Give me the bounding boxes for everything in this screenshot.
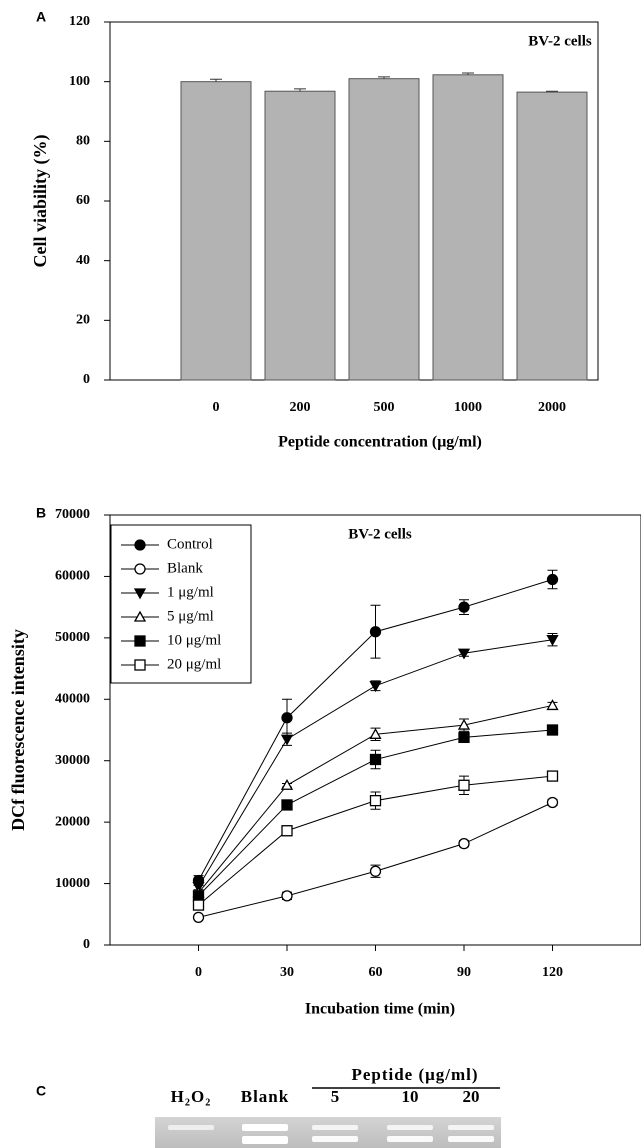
x-tick-label: 60 (369, 965, 383, 980)
legend-marker (135, 564, 145, 574)
marker (282, 800, 292, 810)
gel-band (448, 1136, 494, 1142)
y-tick-label: 100 (69, 74, 90, 89)
legend-label: 5 μg/ml (167, 608, 214, 624)
marker (371, 866, 381, 876)
marker (194, 912, 204, 922)
panel-label: C (36, 1083, 46, 1099)
legend-marker (135, 660, 145, 670)
y-tick-label: 60 (76, 193, 90, 208)
x-tick-label: 0 (213, 400, 220, 415)
x-tick-label: 1000 (454, 400, 482, 415)
y-tick-label: 80 (76, 134, 90, 149)
x-tick-label: 2000 (538, 400, 566, 415)
marker (548, 575, 558, 585)
gel-band (448, 1125, 494, 1130)
y-axis-label: Cell viability (%) (30, 135, 51, 268)
gel-lane-label: H₂O₂ (171, 1087, 212, 1106)
x-axis-label: Peptide concentration (μg/ml) (278, 434, 482, 451)
marker (548, 797, 558, 807)
y-tick-label: 20 (76, 313, 90, 328)
gel-band (168, 1125, 214, 1130)
y-tick-label: 20000 (55, 814, 90, 829)
bar (349, 79, 419, 380)
gel-band (242, 1136, 288, 1144)
marker (548, 771, 558, 781)
marker (548, 725, 558, 735)
chart-title: BV-2 cells (348, 526, 412, 542)
gel-lane-label: 10 (402, 1087, 419, 1106)
marker (371, 682, 381, 691)
marker (282, 780, 292, 789)
gel-group-label: Peptide (μg/ml) (351, 1065, 478, 1084)
legend-label: Blank (167, 560, 203, 576)
gel-band (242, 1124, 288, 1131)
legend-label: 20 μg/ml (167, 656, 221, 672)
marker (459, 649, 469, 658)
x-tick-label: 90 (457, 965, 471, 980)
marker (194, 891, 204, 901)
gel-band (387, 1125, 433, 1130)
marker (371, 627, 381, 637)
gel-lane-label: 20 (463, 1087, 480, 1106)
legend-label: 1 μg/ml (167, 584, 214, 600)
y-tick-label: 70000 (55, 507, 90, 522)
chart-title: BV-2 cells (528, 33, 592, 49)
bar (265, 91, 335, 380)
legend-label: Control (167, 536, 213, 552)
bar (433, 75, 503, 380)
gel-band (387, 1136, 433, 1142)
marker (459, 602, 469, 612)
y-tick-label: 30000 (55, 753, 90, 768)
y-tick-label: 0 (83, 372, 90, 387)
marker (282, 713, 292, 723)
panel-label: A (36, 9, 46, 25)
gel-image (155, 1117, 501, 1148)
marker (194, 900, 204, 910)
y-tick-label: 40000 (55, 692, 90, 707)
x-tick-label: 0 (195, 965, 202, 980)
bar (517, 92, 587, 380)
marker (459, 839, 469, 849)
y-tick-label: 120 (69, 14, 90, 29)
x-tick-label: 500 (374, 400, 395, 415)
marker (371, 754, 381, 764)
gel-band (312, 1125, 358, 1130)
marker (548, 700, 558, 709)
marker (459, 732, 469, 742)
panel-label: B (36, 505, 46, 521)
marker (459, 780, 469, 790)
marker (282, 891, 292, 901)
figure: A B C Peptide (μg/ml) H₂O₂ Blank 5 10 20… (0, 0, 641, 1148)
x-axis-label: Incubation time (min) (305, 1001, 455, 1018)
legend-marker (135, 540, 145, 550)
marker (371, 796, 381, 806)
gel-lane-label: Blank (241, 1087, 289, 1106)
y-tick-label: 0 (83, 937, 90, 952)
y-axis-label: DCf fluorescence intensity (8, 629, 28, 831)
y-tick-label: 60000 (55, 569, 90, 584)
gel-lane-label: 5 (331, 1087, 340, 1106)
x-tick-label: 120 (542, 965, 563, 980)
marker (282, 826, 292, 836)
legend-label: 10 μg/ml (167, 632, 221, 648)
marker (282, 735, 292, 744)
legend-marker (135, 636, 145, 646)
gel-band (312, 1136, 358, 1142)
y-tick-label: 10000 (55, 876, 90, 891)
y-tick-label: 40 (76, 253, 90, 268)
bar (181, 82, 251, 380)
x-tick-label: 200 (290, 400, 311, 415)
y-tick-label: 50000 (55, 630, 90, 645)
x-tick-label: 30 (280, 965, 294, 980)
